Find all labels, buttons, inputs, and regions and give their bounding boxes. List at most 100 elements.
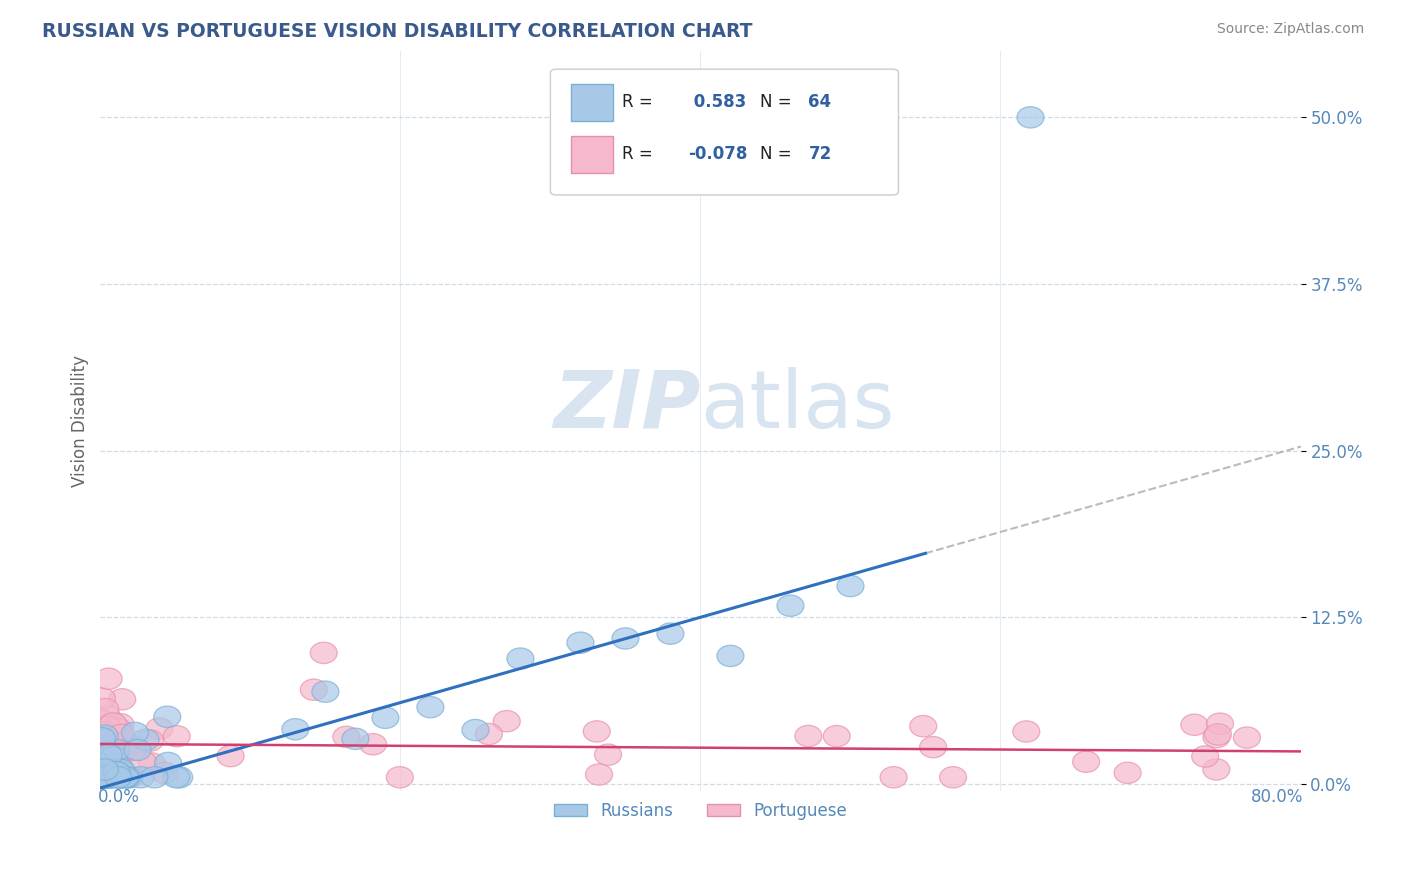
Ellipse shape <box>595 744 621 765</box>
Ellipse shape <box>90 766 118 788</box>
Ellipse shape <box>163 725 190 747</box>
Text: 72: 72 <box>808 145 832 163</box>
Ellipse shape <box>1114 762 1142 783</box>
Ellipse shape <box>166 766 193 788</box>
Ellipse shape <box>132 729 159 750</box>
Ellipse shape <box>91 727 120 748</box>
Ellipse shape <box>1206 713 1233 734</box>
Ellipse shape <box>778 595 804 616</box>
Ellipse shape <box>281 719 309 739</box>
Ellipse shape <box>360 733 387 755</box>
Ellipse shape <box>333 726 360 747</box>
Ellipse shape <box>418 697 444 718</box>
Ellipse shape <box>105 764 132 785</box>
Ellipse shape <box>90 753 117 774</box>
Ellipse shape <box>301 679 328 700</box>
Ellipse shape <box>939 766 966 788</box>
Ellipse shape <box>101 759 128 780</box>
Ellipse shape <box>94 766 122 788</box>
Ellipse shape <box>90 766 117 788</box>
Ellipse shape <box>387 766 413 788</box>
Ellipse shape <box>101 747 128 768</box>
Ellipse shape <box>91 728 118 749</box>
Ellipse shape <box>96 744 122 765</box>
Ellipse shape <box>90 722 118 743</box>
Ellipse shape <box>1073 751 1099 772</box>
Ellipse shape <box>1204 726 1230 747</box>
Ellipse shape <box>127 766 155 788</box>
Ellipse shape <box>104 766 131 788</box>
Text: N =: N = <box>761 145 797 163</box>
Ellipse shape <box>107 759 134 780</box>
Text: 80.0%: 80.0% <box>1250 788 1303 805</box>
Ellipse shape <box>1202 759 1230 780</box>
Ellipse shape <box>94 726 121 747</box>
Ellipse shape <box>89 710 115 731</box>
Ellipse shape <box>107 766 135 788</box>
Ellipse shape <box>93 706 121 727</box>
Ellipse shape <box>121 723 149 744</box>
Text: R =: R = <box>623 145 658 163</box>
Ellipse shape <box>90 729 117 750</box>
Ellipse shape <box>94 766 121 788</box>
Ellipse shape <box>108 766 135 788</box>
FancyBboxPatch shape <box>550 70 898 195</box>
Ellipse shape <box>146 718 173 739</box>
Ellipse shape <box>96 722 122 743</box>
Ellipse shape <box>880 766 907 788</box>
Ellipse shape <box>93 739 120 761</box>
Ellipse shape <box>163 766 190 788</box>
Ellipse shape <box>94 742 121 764</box>
Ellipse shape <box>1181 714 1208 735</box>
Ellipse shape <box>91 745 118 766</box>
Ellipse shape <box>475 723 502 745</box>
Ellipse shape <box>100 763 127 784</box>
Ellipse shape <box>89 735 115 756</box>
Ellipse shape <box>97 766 124 788</box>
Ellipse shape <box>94 716 121 738</box>
Y-axis label: Vision Disability: Vision Disability <box>72 355 89 487</box>
Ellipse shape <box>120 739 146 760</box>
Ellipse shape <box>98 735 127 756</box>
Text: atlas: atlas <box>700 367 894 445</box>
Ellipse shape <box>105 754 132 775</box>
Ellipse shape <box>373 707 399 729</box>
Ellipse shape <box>108 724 135 746</box>
Legend: Russians, Portuguese: Russians, Portuguese <box>547 796 853 827</box>
Ellipse shape <box>111 766 138 788</box>
Ellipse shape <box>312 681 339 702</box>
Ellipse shape <box>794 725 823 747</box>
Ellipse shape <box>136 730 163 751</box>
Ellipse shape <box>1017 107 1045 128</box>
Ellipse shape <box>112 733 139 755</box>
Ellipse shape <box>717 645 744 666</box>
Ellipse shape <box>91 755 118 776</box>
Ellipse shape <box>104 723 131 745</box>
FancyBboxPatch shape <box>571 84 613 121</box>
Ellipse shape <box>1205 723 1232 745</box>
Ellipse shape <box>100 750 127 772</box>
Ellipse shape <box>1012 721 1040 742</box>
Ellipse shape <box>342 728 368 749</box>
Ellipse shape <box>141 766 167 788</box>
Ellipse shape <box>217 746 245 767</box>
Ellipse shape <box>97 749 124 771</box>
Ellipse shape <box>89 766 115 788</box>
Ellipse shape <box>129 752 157 773</box>
Text: -0.078: -0.078 <box>689 145 748 163</box>
Ellipse shape <box>89 728 115 749</box>
Ellipse shape <box>837 575 863 597</box>
Ellipse shape <box>96 766 122 788</box>
Ellipse shape <box>89 688 115 709</box>
Ellipse shape <box>90 766 118 788</box>
Ellipse shape <box>93 756 120 777</box>
Ellipse shape <box>105 718 132 739</box>
Ellipse shape <box>104 762 131 783</box>
Ellipse shape <box>583 721 610 742</box>
Ellipse shape <box>150 763 179 783</box>
Ellipse shape <box>108 689 136 710</box>
Ellipse shape <box>89 744 115 765</box>
Text: R =: R = <box>623 94 658 112</box>
Ellipse shape <box>96 668 122 690</box>
Text: 64: 64 <box>808 94 831 112</box>
